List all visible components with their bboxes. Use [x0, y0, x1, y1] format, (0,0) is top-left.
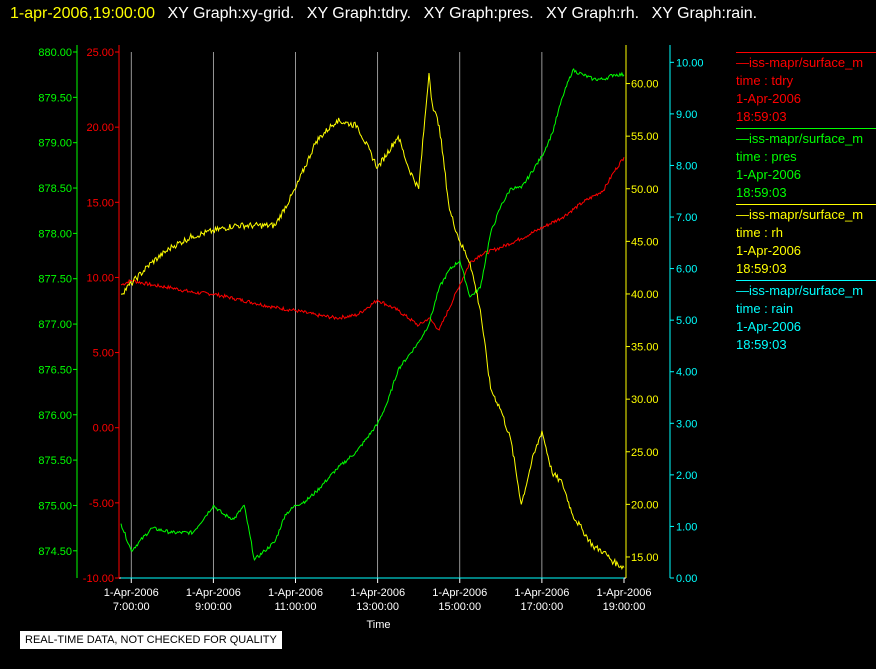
legend-variable: time : tdry: [736, 73, 794, 88]
tdry-tick-label: 20.00: [86, 122, 114, 134]
rain-tick-label: 5.00: [676, 315, 697, 327]
legend-date: 1-Apr-2006: [736, 319, 802, 334]
rain-tick-label: 6.00: [676, 264, 697, 276]
rh-tick-label: 35.00: [631, 342, 659, 354]
tdry-tick-label: 10.00: [86, 272, 114, 284]
legend-variable: time : pres: [736, 149, 797, 164]
tdry-tick-label: 5.00: [93, 348, 114, 360]
rain-tick-label: 4.00: [676, 367, 697, 379]
legend-item-rain[interactable]: —iss-mapr/surface_m time : rain 1-Apr-20…: [736, 280, 876, 354]
x-tick-time: 13:00:00: [356, 601, 399, 613]
x-tick-date: 1-Apr-2006: [268, 587, 323, 599]
x-tick-time: 7:00:00: [113, 601, 150, 613]
rh-tick-label: 50.00: [631, 184, 659, 196]
graph-title-pres: XY Graph:pres.: [423, 5, 534, 22]
legend-date: 1-Apr-2006: [736, 167, 802, 182]
rain-tick-label: 7.00: [676, 212, 697, 224]
pres-tick-label: 875.50: [38, 455, 72, 467]
series-line-rh: [120, 72, 625, 571]
header-timestamp: 1-apr-2006,19:00:00: [10, 5, 155, 22]
tdry-tick-label: 15.00: [86, 197, 114, 209]
x-tick-date: 1-Apr-2006: [104, 587, 159, 599]
rh-tick-label: 30.00: [631, 394, 659, 406]
rh-tick-label: 15.00: [631, 552, 659, 564]
rh-tick-label: 40.00: [631, 289, 659, 301]
rain-tick-label: 3.00: [676, 418, 697, 430]
pres-tick-label: 876.00: [38, 410, 72, 422]
legend-variable: time : rain: [736, 301, 794, 316]
legend-source: —iss-mapr/surface_m: [736, 55, 864, 70]
rain-tick-label: 8.00: [676, 160, 697, 172]
series-line-tdry: [120, 157, 625, 331]
x-tick-date: 1-Apr-2006: [596, 587, 651, 599]
pres-tick-label: 879.00: [38, 138, 72, 150]
graph-title-xy-grid: XY Graph:xy-grid.: [167, 5, 295, 22]
legend-date: 1-Apr-2006: [736, 243, 802, 258]
rh-tick-label: 60.00: [631, 79, 659, 91]
tdry-tick-label: 25.00: [86, 47, 114, 59]
tdry-tick-label: -5.00: [89, 498, 114, 510]
graph-title-rh: XY Graph:rh.: [546, 5, 640, 22]
pres-tick-label: 876.50: [38, 364, 72, 376]
graph-title-tdry: XY Graph:tdry.: [306, 5, 412, 22]
pres-tick-label: 877.00: [38, 319, 72, 331]
x-tick-date: 1-Apr-2006: [350, 587, 405, 599]
rain-tick-label: 9.00: [676, 109, 697, 121]
x-tick-time: 15:00:00: [438, 601, 481, 613]
legend-time: 18:59:03: [736, 261, 787, 276]
legend-variable: time : rh: [736, 225, 783, 240]
x-tick-time: 9:00:00: [195, 601, 232, 613]
x-axis-label: Time: [366, 619, 390, 631]
x-tick-time: 19:00:00: [603, 601, 646, 613]
x-tick-date: 1-Apr-2006: [514, 587, 569, 599]
pres-tick-label: 877.50: [38, 274, 72, 286]
legend-source: —iss-mapr/surface_m: [736, 131, 864, 146]
pres-tick-label: 878.50: [38, 183, 72, 195]
legend: —iss-mapr/surface_m time : tdry 1-Apr-20…: [736, 52, 876, 356]
x-tick-date: 1-Apr-2006: [432, 587, 487, 599]
rain-tick-label: 10.00: [676, 57, 704, 69]
series-line-pres: [120, 68, 625, 562]
tdry-tick-label: 0.00: [93, 423, 114, 435]
legend-source: —iss-mapr/surface_m: [736, 283, 864, 298]
pres-tick-label: 874.50: [38, 546, 72, 558]
legend-time: 18:59:03: [736, 337, 787, 352]
legend-source: —iss-mapr/surface_m: [736, 207, 864, 222]
tdry-tick-label: -10.00: [83, 573, 114, 585]
rh-tick-label: 55.00: [631, 131, 659, 143]
legend-item-tdry[interactable]: —iss-mapr/surface_m time : tdry 1-Apr-20…: [736, 52, 876, 126]
legend-time: 18:59:03: [736, 109, 787, 124]
rh-tick-label: 45.00: [631, 236, 659, 248]
pres-tick-label: 878.00: [38, 228, 72, 240]
quality-notice: REAL-TIME DATA, NOT CHECKED FOR QUALITY: [20, 631, 282, 649]
legend-date: 1-Apr-2006: [736, 91, 802, 106]
legend-item-pres[interactable]: —iss-mapr/surface_m time : pres 1-Apr-20…: [736, 128, 876, 202]
pres-tick-label: 879.50: [38, 92, 72, 104]
x-tick-time: 11:00:00: [275, 601, 317, 613]
pres-tick-label: 880.00: [38, 47, 72, 59]
rh-tick-label: 25.00: [631, 447, 659, 459]
rain-tick-label: 1.00: [676, 521, 697, 533]
rain-tick-label: 0.00: [676, 573, 697, 585]
rh-tick-label: 20.00: [631, 499, 659, 511]
x-tick-date: 1-Apr-2006: [186, 587, 241, 599]
graph-title-rain: XY Graph:rain.: [651, 5, 758, 22]
pres-tick-label: 875.00: [38, 500, 72, 512]
legend-time: 18:59:03: [736, 185, 787, 200]
chart-header: 1-apr-2006,19:00:00 XY Graph:xy-grid. XY…: [10, 3, 757, 25]
legend-item-rh[interactable]: —iss-mapr/surface_m time : rh 1-Apr-2006…: [736, 204, 876, 278]
x-tick-time: 17:00:00: [520, 601, 563, 613]
rain-tick-label: 2.00: [676, 470, 697, 482]
